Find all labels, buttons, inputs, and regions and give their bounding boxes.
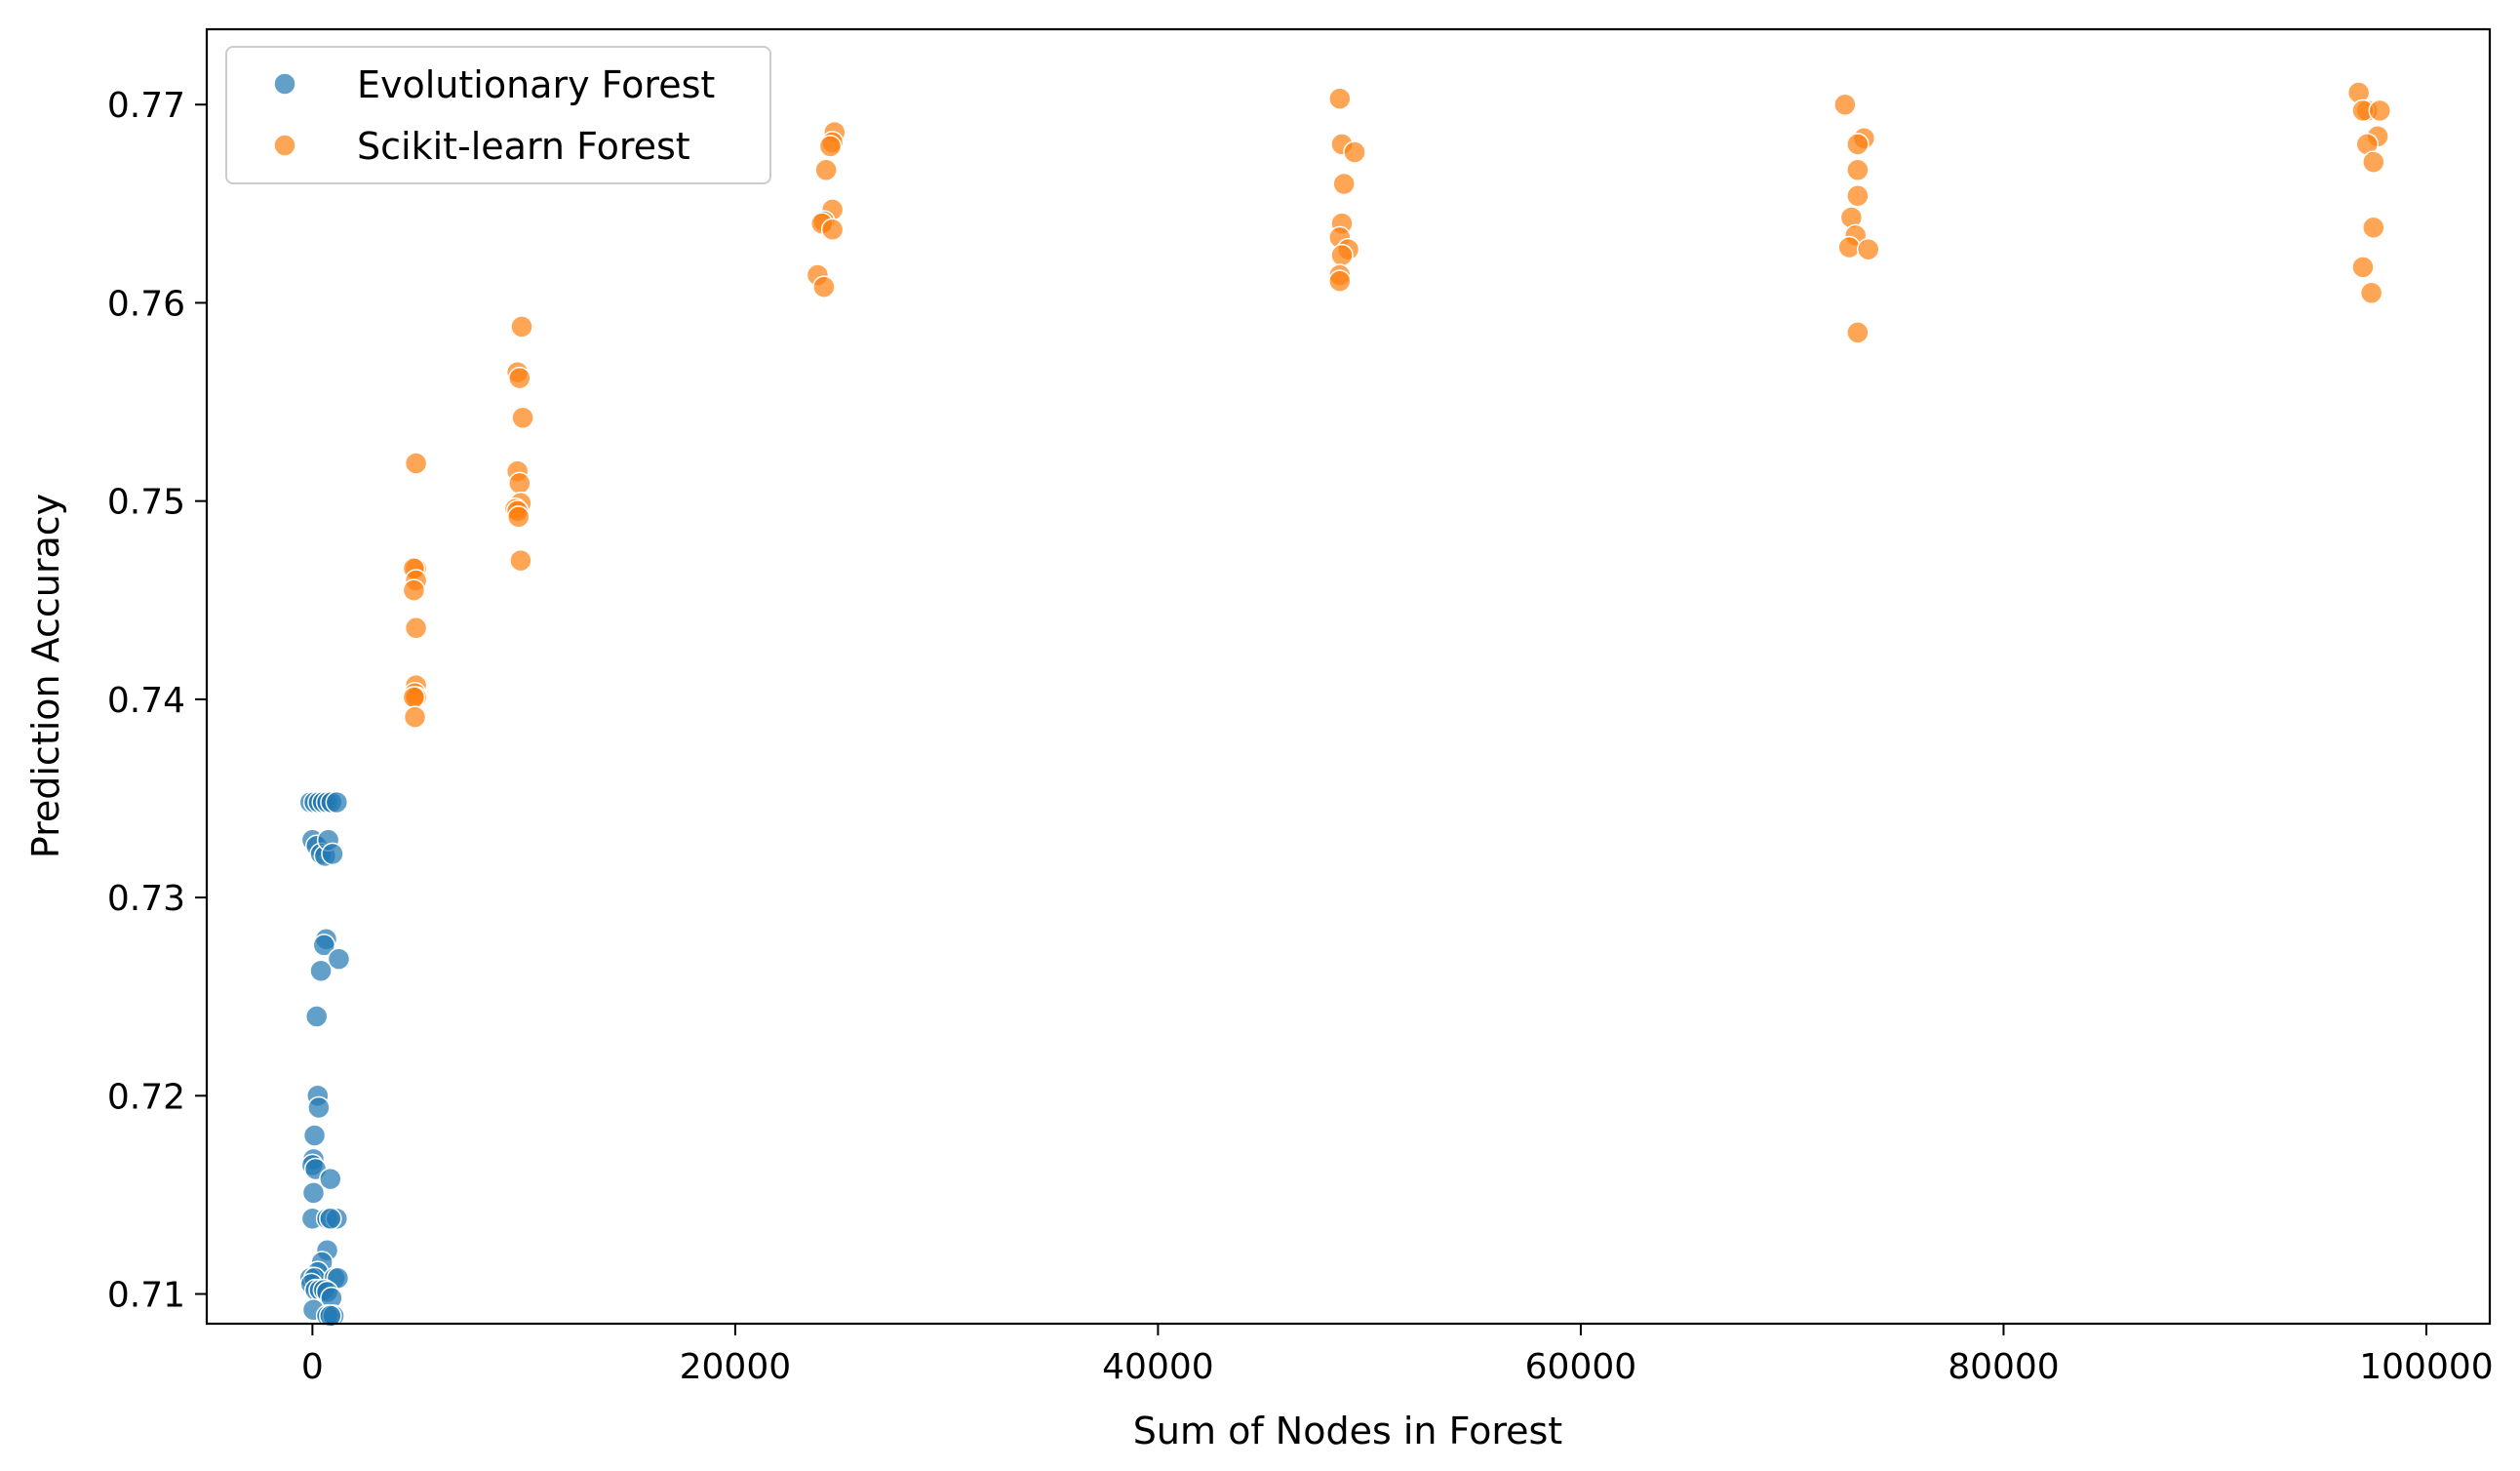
- x-tick-label: 100000: [2359, 1347, 2493, 1387]
- data-point: [402, 578, 426, 602]
- data-point: [2359, 281, 2383, 305]
- data-point: [511, 406, 534, 430]
- data-point: [1328, 87, 1352, 110]
- y-tick-label: 0.73: [107, 879, 185, 919]
- data-point: [1856, 237, 1880, 261]
- data-point: [1846, 158, 1870, 182]
- x-axis: 0 20000 40000 60000 80000 100000: [301, 1324, 2494, 1387]
- data-point: [1330, 243, 1354, 267]
- y-axis: 0.71 0.72 0.73 0.74 0.75 0.76 0.77: [107, 86, 207, 1316]
- x-tick-label: 0: [301, 1347, 324, 1387]
- data-point: [404, 452, 428, 475]
- data-point: [508, 366, 532, 390]
- data-point: [1837, 235, 1861, 259]
- data-point: [1343, 140, 1366, 164]
- y-axis-label: Prediction Accuracy: [24, 494, 67, 858]
- y-tick-label: 0.71: [107, 1276, 185, 1316]
- data-point: [319, 1167, 342, 1191]
- legend-marker-scikit-learn-forest: [273, 134, 296, 157]
- data-point: [321, 842, 344, 866]
- data-point: [404, 616, 428, 640]
- legend-label-evolutionary-forest: Evolutionary Forest: [357, 63, 715, 106]
- x-axis-label: Sum of Nodes in Forest: [1133, 1410, 1562, 1452]
- x-tick-label: 20000: [680, 1347, 792, 1387]
- data-point: [319, 1304, 342, 1328]
- data-point: [814, 158, 838, 182]
- y-tick-label: 0.72: [107, 1077, 185, 1117]
- data-point: [307, 1095, 331, 1120]
- data-point: [2362, 216, 2385, 239]
- data-point: [312, 934, 336, 957]
- y-tick-label: 0.76: [107, 284, 185, 324]
- y-tick-label: 0.77: [107, 86, 185, 126]
- data-point: [319, 1207, 342, 1231]
- data-point: [304, 1005, 329, 1028]
- points-layer: [298, 81, 2392, 1328]
- series-0: [298, 790, 351, 1328]
- data-point: [510, 315, 533, 338]
- data-point: [812, 275, 836, 298]
- data-point: [1846, 183, 1870, 208]
- x-tick-label: 60000: [1525, 1347, 1637, 1387]
- legend-label-scikit-learn-forest: Scikit-learn Forest: [357, 125, 690, 168]
- data-point: [818, 135, 843, 158]
- legend: Evolutionary Forest Scikit-learn Forest: [225, 46, 771, 184]
- data-point: [309, 959, 333, 983]
- data-point: [506, 505, 531, 529]
- data-point: [302, 1124, 327, 1147]
- data-point: [508, 471, 532, 496]
- data-point: [301, 1181, 326, 1205]
- data-point: [1846, 321, 1870, 344]
- plot-frame: [205, 27, 2492, 1326]
- data-point: [2351, 256, 2375, 279]
- data-point: [509, 548, 532, 573]
- data-point: [1328, 269, 1352, 293]
- data-point: [820, 218, 845, 241]
- data-point: [325, 790, 349, 815]
- data-point: [1833, 93, 1857, 116]
- data-point: [403, 705, 427, 729]
- x-tick-label: 80000: [1948, 1347, 2060, 1387]
- data-point: [1846, 133, 1870, 156]
- legend-box: [225, 46, 771, 184]
- data-point: [327, 947, 351, 971]
- x-tick-label: 40000: [1102, 1347, 1214, 1387]
- y-tick-label: 0.75: [107, 483, 185, 523]
- series-1: [402, 81, 2392, 729]
- legend-marker-evolutionary-forest: [273, 72, 296, 96]
- data-point: [1332, 172, 1356, 196]
- data-point: [2368, 99, 2392, 123]
- data-point: [402, 686, 426, 709]
- y-tick-label: 0.74: [107, 681, 185, 721]
- data-point: [2362, 150, 2385, 174]
